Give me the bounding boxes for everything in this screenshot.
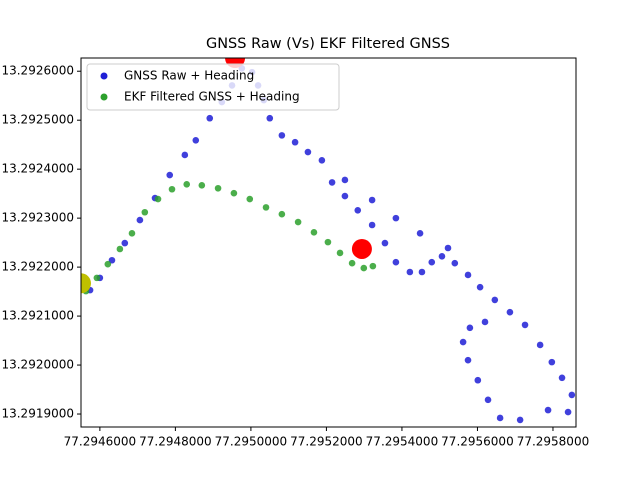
point [466, 324, 474, 332]
legend: GNSS Raw + Heading EKF Filtered GNSS + He… [86, 63, 340, 111]
point [198, 182, 206, 189]
point [536, 341, 544, 349]
point [354, 207, 362, 214]
point [392, 214, 400, 222]
legend-label: GNSS Raw + Heading [124, 69, 254, 83]
point [516, 416, 524, 424]
marker [81, 273, 91, 294]
point [548, 358, 556, 366]
point [496, 414, 504, 422]
point [154, 195, 162, 203]
x-tick-label: 77.2948000 [139, 435, 212, 449]
y-tick-label: 13.2920000 [1, 358, 74, 372]
point [464, 271, 472, 279]
x-tick-label: 77.2958000 [517, 435, 590, 449]
point [310, 229, 318, 236]
x-tick-label: 77.2952000 [290, 435, 363, 449]
point [168, 185, 176, 193]
point [381, 239, 389, 247]
point [206, 114, 214, 122]
point [491, 296, 499, 304]
point [121, 239, 129, 247]
point [360, 264, 368, 272]
point [444, 244, 452, 252]
point [108, 256, 116, 264]
point [564, 408, 572, 416]
plot-frame [80, 57, 577, 428]
point [93, 274, 101, 282]
y-tick-label: 13.2922000 [1, 260, 74, 274]
marker [351, 238, 372, 259]
point [476, 283, 484, 291]
chart-title: GNSS Raw (Vs) EKF Filtered GNSS [206, 36, 450, 52]
point [406, 268, 414, 276]
point [418, 268, 426, 276]
point [318, 157, 326, 164]
y-tick-label: 13.2923000 [1, 211, 74, 225]
point [266, 114, 274, 122]
point [104, 260, 112, 268]
point [230, 189, 238, 197]
point [348, 259, 356, 267]
point [558, 374, 566, 382]
point [459, 338, 467, 346]
point [369, 262, 377, 270]
point [262, 204, 270, 211]
point [246, 195, 254, 203]
legend-swatch [100, 93, 108, 101]
plot-area [81, 58, 576, 424]
point [481, 318, 489, 326]
point [368, 221, 376, 229]
point [484, 396, 492, 404]
point [141, 208, 149, 216]
point [336, 249, 344, 257]
y-tick-label: 13.2919000 [1, 407, 74, 421]
point [392, 258, 400, 266]
point [464, 356, 472, 364]
x-tick-label: 77.2954000 [366, 435, 439, 449]
point [506, 308, 514, 316]
point [181, 151, 189, 159]
point [128, 230, 136, 237]
y-tick-label: 13.2924000 [1, 162, 74, 176]
point [183, 181, 191, 188]
legend-label: EKF Filtered GNSS + Heading [124, 90, 300, 104]
y-tick-label: 13.2921000 [1, 309, 74, 323]
point [368, 196, 376, 204]
point [451, 259, 459, 267]
point [294, 218, 302, 226]
y-tick-label: 13.2925000 [1, 113, 74, 127]
y-tick-label: 13.2926000 [1, 64, 74, 78]
point [291, 138, 299, 146]
point [428, 258, 436, 266]
x-tick-label: 77.2956000 [441, 435, 514, 449]
point [278, 210, 286, 218]
point [341, 192, 349, 200]
point [304, 148, 312, 156]
point [136, 216, 144, 224]
point [438, 253, 446, 260]
point [324, 238, 332, 246]
point [116, 245, 124, 253]
point [166, 171, 174, 179]
point [278, 132, 286, 139]
legend-swatch [100, 72, 108, 80]
point [544, 406, 552, 414]
point [341, 176, 349, 184]
legend-box [86, 63, 340, 111]
ticks: 77.2946000 77.2948000 77.2950000 77.2952000… [1, 64, 589, 449]
point [568, 391, 576, 399]
x-tick-label: 77.2946000 [64, 435, 137, 449]
point [521, 321, 529, 329]
point [328, 179, 336, 186]
point [474, 376, 482, 384]
point [192, 136, 200, 144]
point [214, 184, 222, 192]
x-tick-label: 77.2950000 [215, 435, 288, 449]
point [416, 230, 424, 237]
